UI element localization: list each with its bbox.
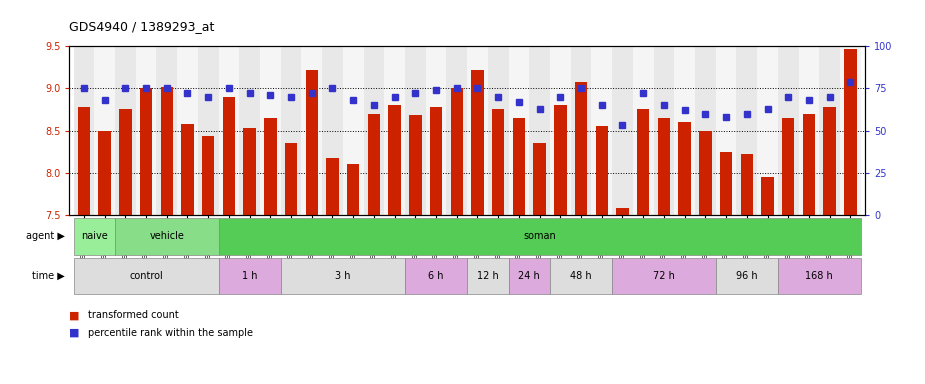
Text: ■: ■ (69, 328, 80, 338)
Bar (388, 105, 401, 215)
Bar (591, 46, 612, 215)
Bar (98, 131, 111, 215)
Bar (73, 46, 94, 215)
Bar (367, 114, 380, 215)
Bar (840, 46, 861, 215)
Bar (156, 46, 177, 215)
Text: transformed count: transformed count (88, 310, 179, 320)
Bar (820, 46, 840, 215)
Bar (529, 46, 550, 215)
Bar (612, 46, 633, 215)
Bar (136, 46, 156, 215)
Bar (94, 46, 115, 215)
Bar (637, 109, 649, 215)
Text: percentile rank within the sample: percentile rank within the sample (88, 328, 253, 338)
Bar (550, 46, 571, 215)
Bar (119, 109, 131, 215)
Bar (761, 177, 773, 215)
Bar (240, 46, 260, 215)
Text: 3 h: 3 h (335, 271, 351, 281)
Bar (218, 46, 240, 215)
Bar (720, 152, 733, 215)
Bar (430, 107, 442, 215)
Bar (467, 46, 487, 215)
Bar (285, 143, 297, 215)
Bar (654, 46, 674, 215)
Text: 96 h: 96 h (736, 271, 758, 281)
Bar (364, 46, 384, 215)
Bar (492, 109, 504, 215)
Bar (384, 46, 405, 215)
Bar (596, 126, 608, 215)
Text: 48 h: 48 h (570, 271, 592, 281)
Text: vehicle: vehicle (149, 231, 184, 242)
Bar (534, 143, 546, 215)
Bar (405, 46, 426, 215)
Bar (616, 208, 629, 215)
Bar (674, 46, 695, 215)
Bar (322, 46, 343, 215)
Text: ■: ■ (69, 310, 80, 320)
Text: 1 h: 1 h (241, 271, 257, 281)
Bar (699, 131, 711, 215)
Text: 168 h: 168 h (806, 271, 833, 281)
Text: 12 h: 12 h (477, 271, 499, 281)
Bar (823, 107, 836, 215)
Bar (280, 46, 302, 215)
Bar (115, 46, 136, 215)
Text: time ▶: time ▶ (32, 271, 65, 281)
Bar (571, 46, 591, 215)
Bar (782, 118, 795, 215)
Bar (509, 46, 529, 215)
Bar (736, 46, 758, 215)
Text: GDS4940 / 1389293_at: GDS4940 / 1389293_at (69, 20, 215, 33)
Bar (198, 46, 218, 215)
Text: control: control (130, 271, 163, 281)
Bar (845, 49, 857, 215)
Bar (450, 88, 463, 215)
Bar (574, 83, 587, 215)
Bar (778, 46, 798, 215)
Bar (554, 105, 566, 215)
Bar (487, 46, 509, 215)
Bar (695, 46, 716, 215)
Bar (716, 46, 736, 215)
Bar (512, 118, 525, 215)
Bar (140, 88, 153, 215)
Bar (202, 136, 215, 215)
Bar (347, 164, 360, 215)
Bar (305, 70, 318, 215)
Bar (803, 114, 815, 215)
Bar (447, 46, 467, 215)
Bar (223, 97, 235, 215)
Text: 24 h: 24 h (518, 271, 540, 281)
Bar (260, 46, 280, 215)
Text: soman: soman (524, 231, 556, 242)
Bar (741, 154, 753, 215)
Bar (658, 118, 670, 215)
Bar (302, 46, 322, 215)
Bar (798, 46, 820, 215)
Bar (265, 118, 277, 215)
Bar (177, 46, 198, 215)
Bar (343, 46, 364, 215)
Text: agent ▶: agent ▶ (26, 231, 65, 242)
Bar (327, 159, 339, 215)
Text: 72 h: 72 h (653, 271, 675, 281)
Text: naive: naive (80, 231, 107, 242)
Bar (633, 46, 654, 215)
Bar (78, 107, 90, 215)
Bar (409, 115, 422, 215)
Bar (471, 70, 484, 215)
Bar (426, 46, 447, 215)
Bar (758, 46, 778, 215)
Bar (161, 88, 173, 215)
Bar (243, 128, 256, 215)
Text: 6 h: 6 h (428, 271, 444, 281)
Bar (181, 124, 193, 215)
Bar (678, 122, 691, 215)
